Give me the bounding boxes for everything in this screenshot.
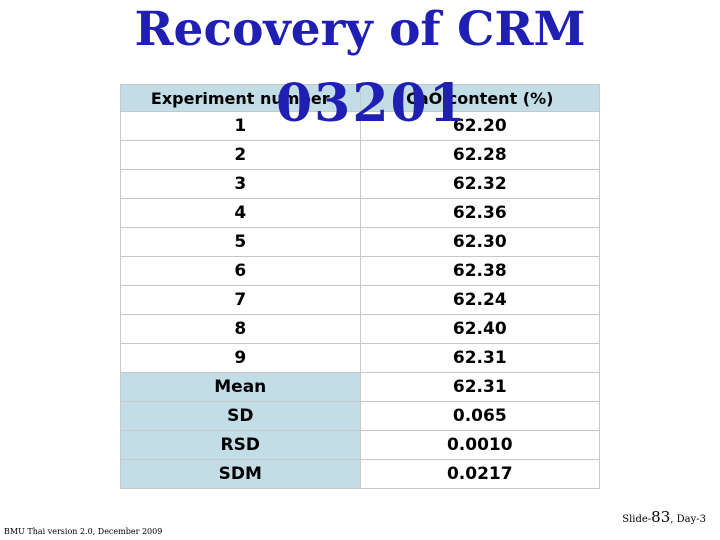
- cao-content-cell: 62.28: [359, 140, 601, 170]
- cao-content-cell: 62.31: [359, 343, 601, 373]
- table-row: 3 62.32: [120, 169, 601, 199]
- experiment-number-cell: 4: [120, 198, 361, 228]
- cao-content-cell: 62.20: [359, 111, 601, 141]
- stat-label: RSD: [120, 430, 361, 460]
- stat-row-sd: SD 0.065: [120, 401, 601, 431]
- cao-content-cell: 62.40: [359, 314, 601, 344]
- table-row: 5 62.30: [120, 227, 601, 257]
- footer-slide-info: Slide-83, Day-3: [622, 508, 706, 526]
- stat-label: Mean: [120, 372, 361, 402]
- header-cao-content: CaO content (%): [359, 84, 601, 112]
- crm-code-overlay: 03201: [276, 73, 467, 134]
- stat-label: SD: [120, 401, 361, 431]
- experiment-number-cell: 3: [120, 169, 361, 199]
- slide-number: 83: [651, 508, 671, 526]
- stat-row-rsd: RSD 0.0010: [120, 430, 601, 460]
- cao-content-cell: 62.32: [359, 169, 601, 199]
- slide-prefix: Slide-: [622, 514, 652, 525]
- results-table: Experiment number CaO content (%) 1 62.2…: [120, 84, 601, 489]
- stat-row-sdm: SDM 0.0217: [120, 459, 601, 489]
- table-row: 2 62.28: [120, 140, 601, 170]
- stat-value: 0.065: [359, 401, 601, 431]
- experiment-number-cell: 8: [120, 314, 361, 344]
- cao-content-cell: 62.30: [359, 227, 601, 257]
- footer-version: BMU Thai version 2.0, December 2009: [4, 527, 163, 536]
- cao-content-cell: 62.36: [359, 198, 601, 228]
- experiment-number-cell: 7: [120, 285, 361, 315]
- stat-row-mean: Mean 62.31: [120, 372, 601, 402]
- experiment-number-cell: 6: [120, 256, 361, 286]
- experiment-number-cell: 1: [120, 111, 361, 141]
- table-row: 6 62.38: [120, 256, 601, 286]
- table-row: 1 62.20: [120, 111, 601, 141]
- cao-content-cell: 62.24: [359, 285, 601, 315]
- stat-value: 0.0217: [359, 459, 601, 489]
- slide-title: Recovery of CRM: [134, 2, 586, 57]
- experiment-number-cell: 2: [120, 140, 361, 170]
- table-header-row: Experiment number CaO content (%): [120, 84, 601, 112]
- stat-value: 0.0010: [359, 430, 601, 460]
- stat-value: 62.31: [359, 372, 601, 402]
- table-row: 9 62.31: [120, 343, 601, 373]
- table-row: 7 62.24: [120, 285, 601, 315]
- experiment-number-cell: 5: [120, 227, 361, 257]
- cao-content-cell: 62.38: [359, 256, 601, 286]
- table-row: 4 62.36: [120, 198, 601, 228]
- table-row: 8 62.40: [120, 314, 601, 344]
- day-label: , Day-3: [670, 514, 706, 525]
- header-experiment-number: Experiment number: [120, 84, 361, 112]
- experiment-number-cell: 9: [120, 343, 361, 373]
- stat-label: SDM: [120, 459, 361, 489]
